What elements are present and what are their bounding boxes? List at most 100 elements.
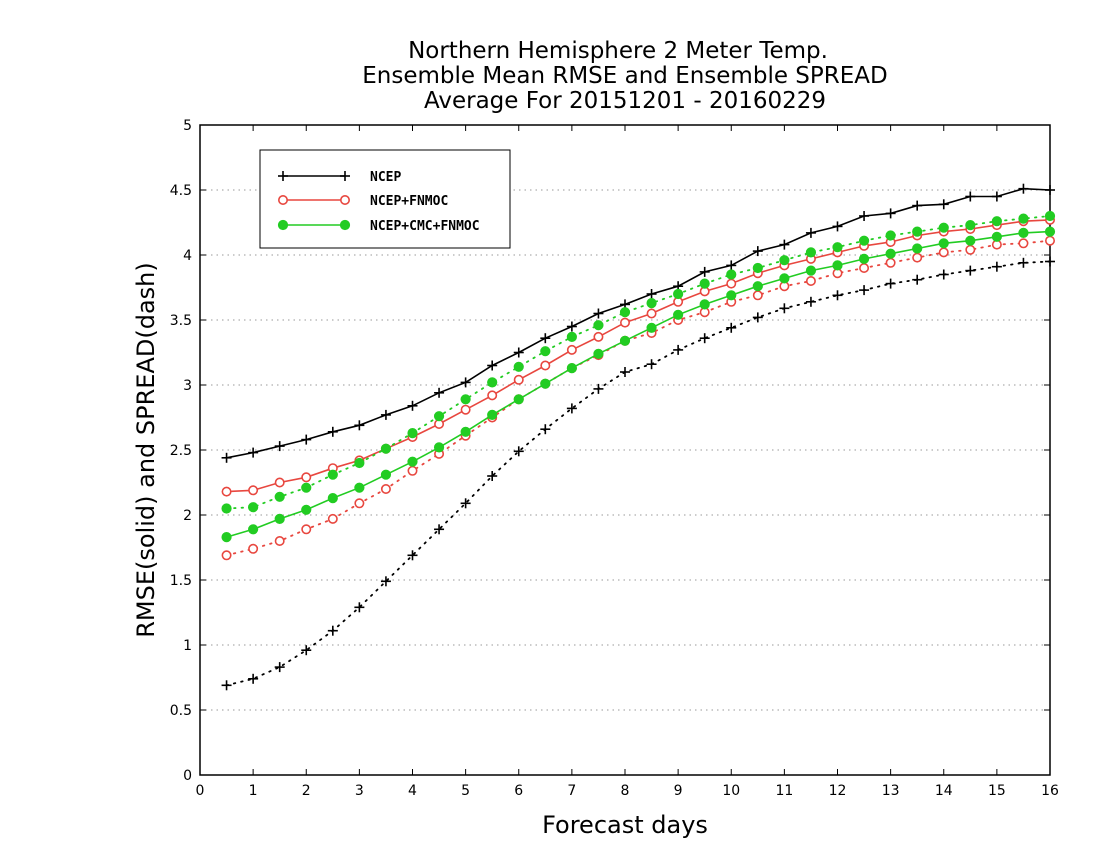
rmse-point-ncep <box>965 191 976 202</box>
rmse-point-ncep-cmc-fnmoc <box>779 273 790 284</box>
rmse-point-ncep <box>434 387 445 398</box>
rmse-point-ncep-fnmoc <box>274 477 285 488</box>
rmse-point-ncep <box>779 239 790 250</box>
y-tick-label: 4.5 <box>170 183 192 199</box>
rmse-point-ncep-fnmoc <box>221 486 232 497</box>
legend-marker-ncep-cmc-fnmoc <box>277 219 351 231</box>
spread-point-ncep <box>566 403 577 414</box>
rmse-point-ncep-fnmoc <box>540 360 551 371</box>
spread-point-ncep <box>1018 257 1029 268</box>
spread-point-ncep <box>301 645 312 656</box>
x-tick-label: 1 <box>249 783 258 799</box>
spread-point-ncep-cmc-fnmoc <box>354 457 365 469</box>
grid-lines <box>200 189 1050 711</box>
rmse-point-ncep <box>646 289 657 299</box>
spread-point-ncep-cmc-fnmoc <box>779 255 790 266</box>
rmse-point-ncep <box>832 221 843 232</box>
spread-point-ncep-cmc-fnmoc <box>327 469 338 480</box>
spread-point-ncep <box>248 673 259 684</box>
rmse-point-ncep <box>487 360 498 371</box>
spread-point-ncep-cmc-fnmoc <box>301 482 312 493</box>
x-tick-label: 5 <box>461 783 470 799</box>
spread-line-ncep <box>225 260 1051 687</box>
spread-point-ncep <box>434 524 445 535</box>
spread-point-ncep-cmc-fnmoc <box>991 216 1002 227</box>
rmse-point-ncep-cmc-fnmoc <box>646 322 657 333</box>
rmse-point-ncep <box>380 409 391 420</box>
spread-point-ncep-fnmoc <box>965 244 976 255</box>
rmse-point-ncep-cmc-fnmoc <box>301 504 312 515</box>
spread-point-ncep-cmc-fnmoc <box>221 503 232 514</box>
rmse-point-ncep-cmc-fnmoc <box>593 348 604 359</box>
spread-point-ncep-cmc-fnmoc <box>1018 213 1029 224</box>
legend-box <box>259 149 511 249</box>
x-tick-label: 14 <box>935 783 953 799</box>
spread-line-ncep-cmc-fnmoc <box>225 215 1051 510</box>
x-tick-label: 11 <box>775 783 793 799</box>
spread-point-ncep-cmc-fnmoc <box>566 331 577 342</box>
rmse-line-ncep-cmc-fnmoc <box>226 230 1051 538</box>
spread-point-ncep-cmc-fnmoc <box>726 269 737 280</box>
legend: NCEP NCEP+FNMOC NCEP+CMC+FNMOC <box>259 149 511 249</box>
spread-point-ncep-cmc-fnmoc <box>274 491 285 502</box>
spread-point-ncep-cmc-fnmoc <box>646 298 657 309</box>
rmse-point-ncep-cmc-fnmoc <box>938 238 949 249</box>
legend-label-ncep-cmc-fnmoc: NCEP+CMC+FNMOC <box>370 219 480 234</box>
rmse-point-ncep-cmc-fnmoc <box>619 335 631 346</box>
spread-line-ncep-fnmoc <box>225 239 1051 557</box>
spread-point-ncep-cmc-fnmoc <box>885 230 896 241</box>
rmse-point-ncep-fnmoc <box>248 485 259 496</box>
spread-point-ncep-cmc-fnmoc <box>540 346 551 357</box>
rmse-point-ncep-cmc-fnmoc <box>380 469 392 480</box>
spread-point-ncep <box>752 312 763 323</box>
x-axis-ticks: 0 1 2 3 4 5 6 7 8 9 10 11 12 13 14 15 16 <box>196 125 1059 799</box>
rmse-point-ncep-cmc-fnmoc <box>327 493 338 504</box>
chart-title-line-1: Northern Hemisphere 2 Meter Temp. <box>408 38 828 64</box>
rmse-point-ncep <box>513 347 524 358</box>
spread-point-ncep-cmc-fnmoc <box>1044 210 1056 222</box>
rmse-point-ncep-cmc-fnmoc <box>274 513 285 525</box>
spread-point-ncep-cmc-fnmoc <box>487 377 498 388</box>
rmse-point-ncep-fnmoc <box>301 472 312 483</box>
x-tick-label: 2 <box>302 783 311 799</box>
rmse-point-ncep <box>566 321 577 332</box>
x-tick-label: 8 <box>621 783 630 799</box>
spread-point-ncep-fnmoc <box>938 247 949 258</box>
series-ncep <box>221 183 1055 691</box>
spread-point-ncep-fnmoc <box>301 524 312 535</box>
legend-label-ncep-fnmoc: NCEP+FNMOC <box>370 194 448 209</box>
rmse-point-ncep-fnmoc <box>566 344 577 355</box>
spread-point-ncep-fnmoc <box>221 550 232 561</box>
spread-point-ncep-fnmoc <box>885 257 896 268</box>
spread-point-ncep <box>593 383 604 394</box>
rmse-point-ncep-cmc-fnmoc <box>354 482 365 493</box>
x-tick-label: 15 <box>988 783 1006 799</box>
x-axis-label: Forecast days <box>542 811 708 839</box>
rmse-point-ncep-cmc-fnmoc <box>912 243 923 254</box>
spread-point-ncep <box>805 296 816 307</box>
spread-point-ncep <box>885 278 896 289</box>
rmse-point-ncep-fnmoc <box>513 374 524 385</box>
rmse-point-ncep <box>699 266 710 277</box>
spread-point-ncep <box>274 662 285 673</box>
x-tick-label: 9 <box>674 783 683 799</box>
legend-marker-point <box>339 219 351 231</box>
rmse-point-ncep-cmc-fnmoc <box>858 253 870 264</box>
spread-point-ncep <box>699 333 710 344</box>
spread-point-ncep <box>965 265 976 276</box>
x-tick-label: 0 <box>196 783 205 799</box>
spread-point-ncep-cmc-fnmoc <box>593 320 604 331</box>
series-ncep-cmc-fnmoc <box>221 210 1056 543</box>
spread-point-ncep-fnmoc <box>407 465 418 476</box>
spread-point-ncep-fnmoc <box>912 252 923 263</box>
rmse-point-ncep-fnmoc <box>593 331 604 342</box>
spread-point-ncep-cmc-fnmoc <box>460 394 471 405</box>
legend-marker-ncep-fnmoc <box>277 195 350 206</box>
spread-point-ncep <box>779 303 790 314</box>
spread-point-ncep <box>912 274 923 285</box>
rmse-point-ncep-cmc-fnmoc <box>1018 227 1029 238</box>
spread-point-ncep-cmc-fnmoc <box>380 443 392 454</box>
rmse-point-ncep <box>805 227 816 238</box>
rmse-point-ncep-cmc-fnmoc <box>407 456 418 467</box>
rmse-point-ncep-cmc-fnmoc <box>513 394 524 405</box>
